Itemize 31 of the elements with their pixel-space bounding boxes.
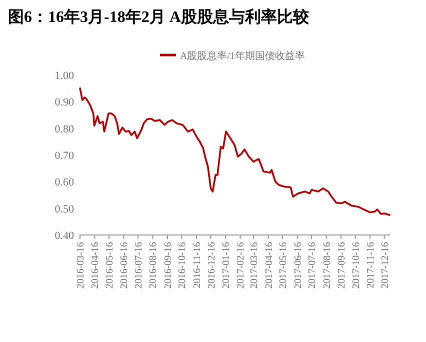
x-tick-label: 2016-10-16 bbox=[177, 242, 188, 289]
x-tick-label: 2016-09-16 bbox=[162, 242, 174, 289]
x-tick-label: 2016-08-16 bbox=[148, 242, 160, 289]
x-tick-label: 2016-12-16 bbox=[206, 242, 218, 289]
y-tick-label: 0.90 bbox=[54, 96, 74, 109]
x-tick-label: 2017-11-16 bbox=[366, 242, 377, 288]
x-tick-label: 2017-07-16 bbox=[307, 242, 318, 289]
x-tick-label: 2016-11-16 bbox=[192, 242, 203, 288]
x-tick-label: 2017-09-16 bbox=[336, 242, 348, 289]
x-tick-label: 2017-10-16 bbox=[350, 242, 362, 289]
x-tick-label: 2017-04-16 bbox=[264, 242, 275, 289]
y-tick-label: 0.70 bbox=[54, 150, 74, 162]
legend-label: A股股息率/1年期国债收益率 bbox=[180, 50, 305, 62]
x-tick-label: 2016-07-16 bbox=[134, 242, 145, 289]
y-tick-label: 0.40 bbox=[54, 230, 74, 242]
x-tick-label: 2017-08-16 bbox=[322, 242, 333, 289]
x-tick-label: 2016-03-16 bbox=[76, 242, 86, 289]
x-tick-label: 2017-02-16 bbox=[236, 242, 247, 289]
chart-title: 图6：16年3月-18年2月 A股股息与利率比较 bbox=[8, 7, 310, 26]
x-tick-label: 2016-05-16 bbox=[104, 242, 116, 289]
y-tick-label: 1.00 bbox=[54, 70, 74, 82]
y-tick-label: 0.60 bbox=[54, 176, 74, 189]
x-tick-label: 2016-06-16 bbox=[119, 242, 130, 289]
y-tick-label: 0.80 bbox=[54, 123, 74, 136]
x-tick-label: 2017-03-16 bbox=[249, 242, 260, 289]
x-tick-label: 2017-12-16 bbox=[380, 242, 391, 289]
x-tick-label: 2016-04-16 bbox=[90, 242, 102, 289]
y-tick-label: 0.50 bbox=[54, 203, 74, 216]
x-tick-label: 2017-06-16 bbox=[292, 242, 304, 289]
x-tick-label: 2017-05-16 bbox=[278, 242, 290, 289]
x-tick-label: 2017-01-16 bbox=[220, 242, 232, 289]
